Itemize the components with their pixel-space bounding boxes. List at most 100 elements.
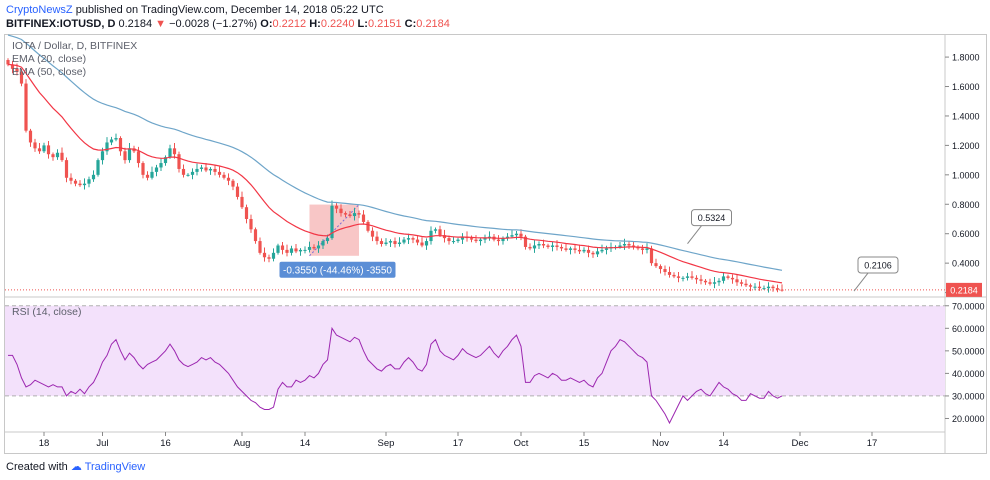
candle-body — [456, 239, 460, 242]
callout-box — [691, 209, 732, 227]
candle-body — [141, 163, 145, 175]
footer: Created with ☁ TradingView — [6, 460, 145, 473]
candle-body — [168, 148, 172, 158]
candle-body — [469, 238, 474, 240]
candle-body — [118, 138, 123, 152]
candle-body — [244, 207, 249, 219]
candle-body — [177, 154, 181, 169]
low-value: 0.2151 — [367, 18, 402, 30]
candle-body — [6, 60, 10, 65]
legend-ema20: EMA (20, close) — [12, 53, 87, 65]
open-value: 0.2212 — [272, 18, 307, 30]
candle-body — [676, 276, 681, 278]
candle-body — [766, 286, 771, 289]
candle-body — [361, 214, 366, 222]
candle-body — [217, 171, 222, 175]
close-label: C: — [404, 18, 417, 30]
candle-body — [159, 163, 163, 168]
candle-body — [55, 152, 60, 158]
candle-body — [307, 246, 312, 250]
rsi-tick-label: 20.0000 — [952, 414, 985, 424]
candle-body — [640, 248, 645, 250]
candle-body — [298, 249, 303, 252]
candle-body — [87, 179, 91, 184]
candle-body — [523, 236, 528, 247]
price-tick-label: 1.8000 — [952, 53, 980, 63]
candle-body — [663, 269, 667, 272]
candle-body — [726, 276, 730, 278]
rsi-band — [5, 305, 945, 396]
candle-body — [478, 239, 483, 242]
time-tick-label: 18 — [39, 438, 50, 449]
candle-body — [321, 241, 325, 246]
candle-body — [294, 248, 298, 252]
candle-body — [186, 174, 190, 176]
candle-body — [226, 177, 231, 181]
candle-body — [595, 251, 600, 255]
time-tick-label: Sep — [378, 438, 395, 449]
candle-body — [312, 246, 316, 249]
candle-body — [370, 230, 375, 237]
candle-body — [285, 249, 289, 253]
candle-body — [631, 245, 636, 247]
candle-body — [127, 148, 132, 161]
tradingview-logo-icon: ☁ — [70, 461, 82, 473]
measure-label-box — [279, 261, 396, 278]
candle-body — [348, 214, 352, 217]
candle-body — [528, 246, 532, 249]
candle-body — [568, 248, 573, 250]
candle-body — [411, 238, 415, 240]
legend-title: IOTA / Dollar, D, BITFINEX — [12, 40, 138, 52]
ema50-line — [7, 34, 783, 271]
candle-body — [24, 83, 28, 131]
candle-body — [519, 233, 523, 237]
time-tick-label: 15 — [579, 438, 590, 449]
candle-body — [415, 239, 420, 243]
candle-body — [316, 245, 321, 249]
down-arrow-icon: ▼ — [155, 18, 167, 30]
candle-body — [685, 276, 690, 278]
candle-body — [262, 252, 267, 258]
candle-body — [735, 279, 739, 283]
candle-body — [577, 249, 582, 252]
candle-body — [334, 205, 339, 209]
candle-body — [339, 208, 343, 214]
candle-body — [105, 142, 109, 152]
candle-body — [438, 229, 442, 236]
candle-body — [393, 241, 397, 245]
candle-body — [690, 276, 694, 278]
candle-body — [775, 288, 780, 290]
publisher-link[interactable]: CryptoNewsZ — [6, 4, 73, 16]
candle-body — [771, 286, 775, 289]
candle-body — [397, 242, 402, 245]
candle-body — [42, 145, 46, 152]
candle-body — [195, 168, 199, 172]
candle-body — [163, 157, 168, 164]
candle-body — [541, 244, 546, 246]
candle-body — [537, 244, 541, 246]
candle-body — [150, 171, 154, 178]
candle-body — [69, 177, 73, 181]
candle-body — [559, 246, 564, 249]
candle-body — [204, 167, 208, 171]
candle-body — [91, 174, 96, 180]
candle-body — [343, 213, 348, 215]
published-text: published on TradingView.com, December 1… — [75, 4, 384, 16]
candle-body — [46, 145, 51, 155]
candle-body — [271, 252, 276, 259]
high-label: H: — [309, 18, 321, 30]
candle-body — [199, 167, 204, 169]
candle-body — [703, 280, 708, 283]
candle-body — [253, 229, 258, 242]
candle-body — [762, 288, 766, 290]
candle-body — [231, 180, 235, 187]
tradingview-link[interactable]: TradingView — [84, 461, 146, 473]
candle-body — [303, 249, 307, 251]
candle-body — [114, 138, 118, 140]
candle-body — [267, 257, 271, 259]
candle-body — [748, 285, 753, 287]
candle-body — [276, 245, 280, 253]
candle-body — [645, 248, 649, 250]
price-tick-label: 0.4000 — [952, 259, 980, 269]
